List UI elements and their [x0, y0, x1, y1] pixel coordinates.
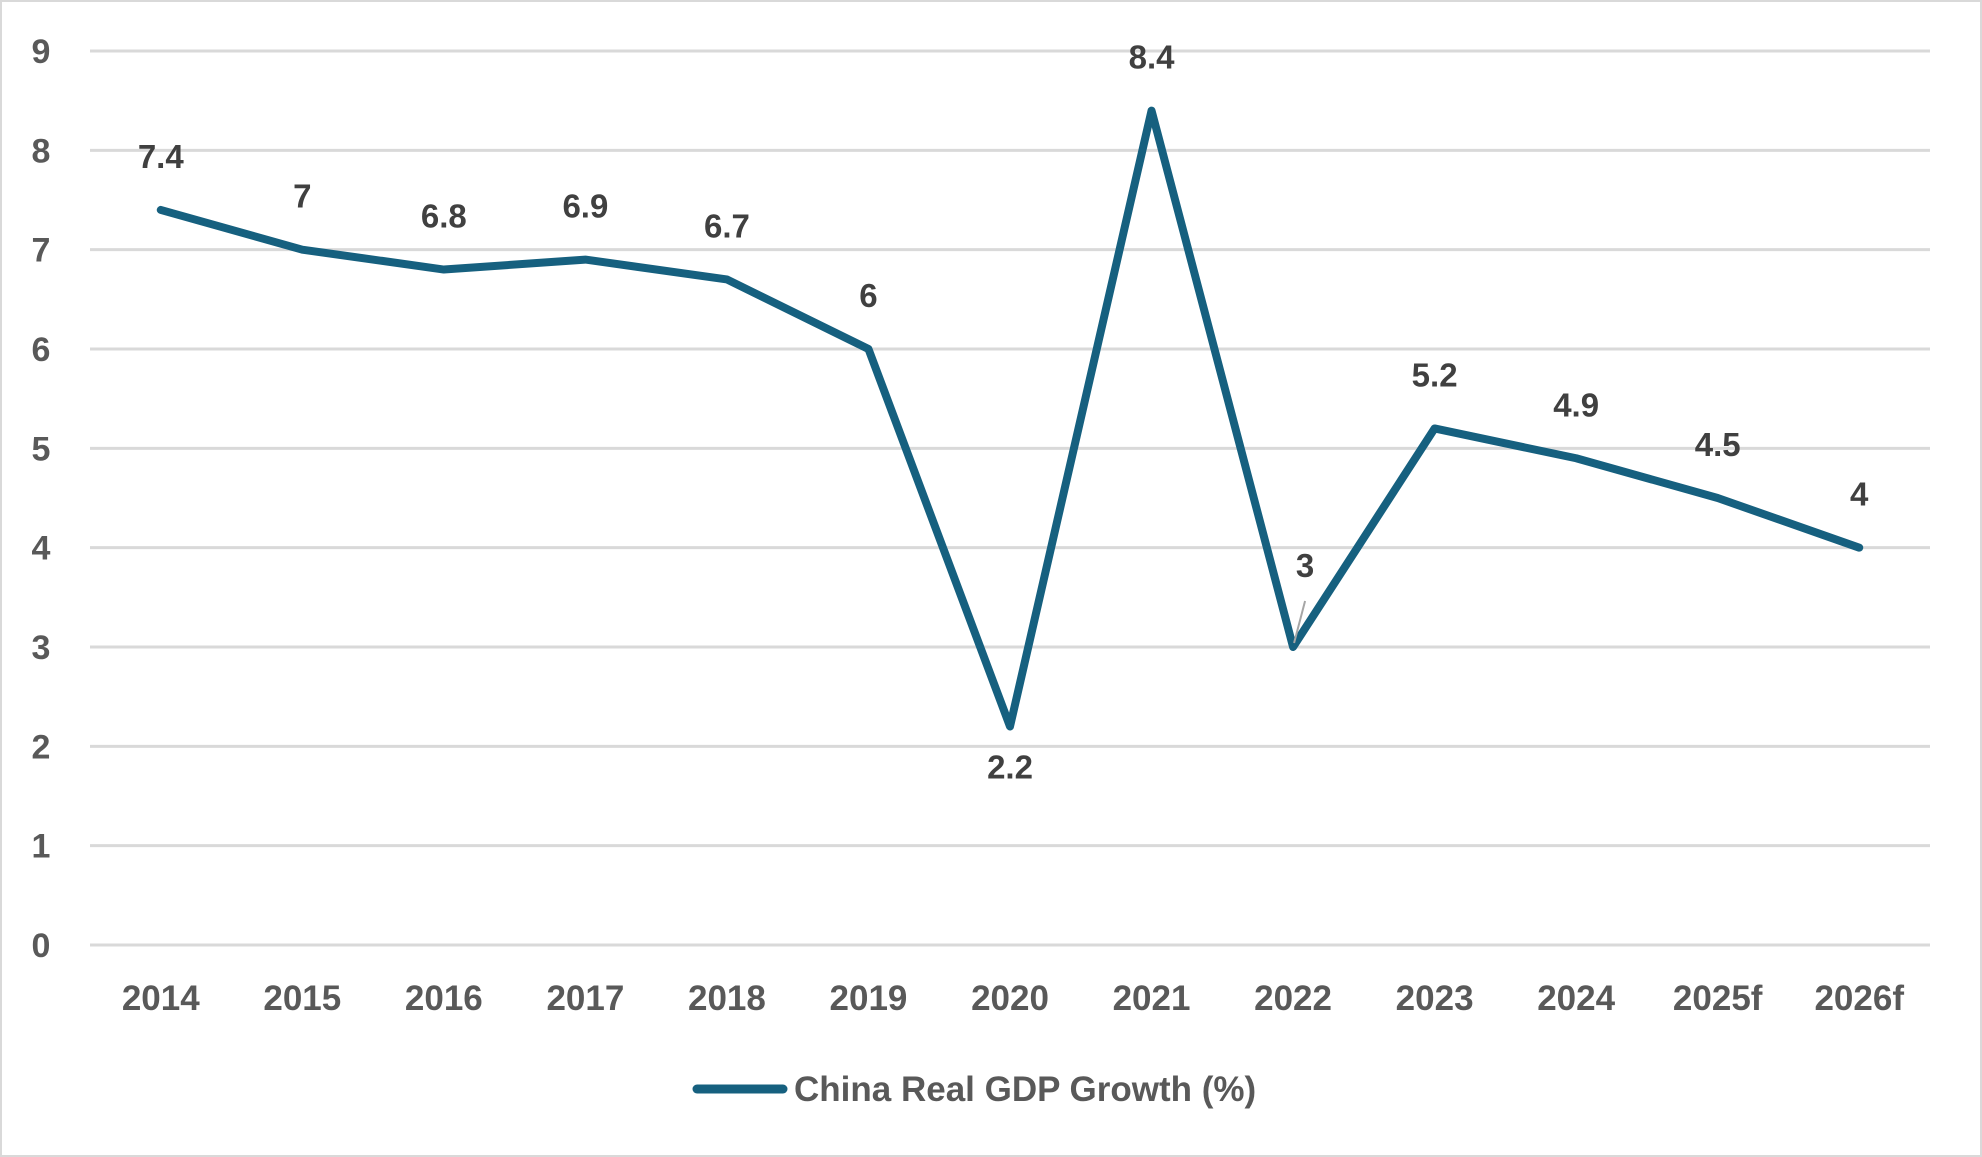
data-label: 6 — [859, 277, 877, 314]
x-tick-label: 2022 — [1254, 979, 1332, 1018]
data-label: 3 — [1296, 547, 1314, 584]
legend: China Real GDP Growth (%) — [692, 1070, 1256, 1109]
data-label: 4 — [1850, 476, 1869, 513]
y-tick-label: 2 — [32, 728, 51, 766]
series-line — [156, 106, 1864, 731]
x-tick-label: 2021 — [1113, 979, 1191, 1018]
data-label: 5.2 — [1412, 356, 1458, 393]
y-axis-ticks: 0 1 2 3 4 5 6 7 8 9 — [32, 33, 51, 965]
y-tick-label: 9 — [32, 33, 51, 71]
y-tick-label: 7 — [32, 232, 51, 270]
data-label: 4.9 — [1553, 386, 1599, 423]
y-tick-label: 1 — [32, 828, 51, 866]
x-tick-label: 2026f — [1814, 979, 1904, 1018]
x-tick-label: 2019 — [830, 979, 908, 1018]
data-label: 6.9 — [562, 188, 608, 225]
y-tick-label: 5 — [32, 430, 51, 468]
x-tick-label: 2018 — [688, 979, 766, 1018]
x-tick-label: 2016 — [405, 979, 483, 1018]
x-tick-label: 2020 — [971, 979, 1049, 1018]
data-label: 7 — [293, 178, 311, 215]
gridlines — [90, 49, 1930, 947]
x-tick-label: 2015 — [263, 979, 341, 1018]
y-tick-label: 8 — [32, 132, 51, 170]
y-tick-label: 4 — [32, 530, 51, 568]
x-tick-label: 2024 — [1537, 979, 1615, 1018]
data-label: 8.4 — [1129, 39, 1176, 76]
leader-line — [1293, 600, 1307, 644]
y-tick-label: 0 — [32, 927, 51, 965]
data-label: 7.4 — [138, 138, 185, 175]
x-axis-ticks: 2014 2015 2016 2017 2018 2019 2020 2021 2022 2023… — [122, 979, 1904, 1018]
x-tick-label: 2014 — [122, 979, 200, 1018]
y-tick-label: 6 — [32, 331, 51, 369]
data-label: 4.5 — [1695, 426, 1741, 463]
data-label: 6.8 — [421, 198, 467, 235]
x-tick-label: 2017 — [546, 979, 624, 1018]
data-label: 6.7 — [704, 207, 750, 244]
data-label: 2.2 — [987, 748, 1033, 785]
x-tick-label: 2023 — [1396, 979, 1474, 1018]
series-china-gdp — [156, 106, 1864, 731]
y-tick-label: 3 — [32, 629, 51, 667]
data-labels: 7.4 7 6.8 6.9 6.7 6 2.2 8.4 3 5.2 4.9 4.5 4 — [138, 39, 1869, 786]
legend-label: China Real GDP Growth (%) — [794, 1070, 1256, 1109]
x-tick-label: 2025f — [1673, 979, 1763, 1018]
